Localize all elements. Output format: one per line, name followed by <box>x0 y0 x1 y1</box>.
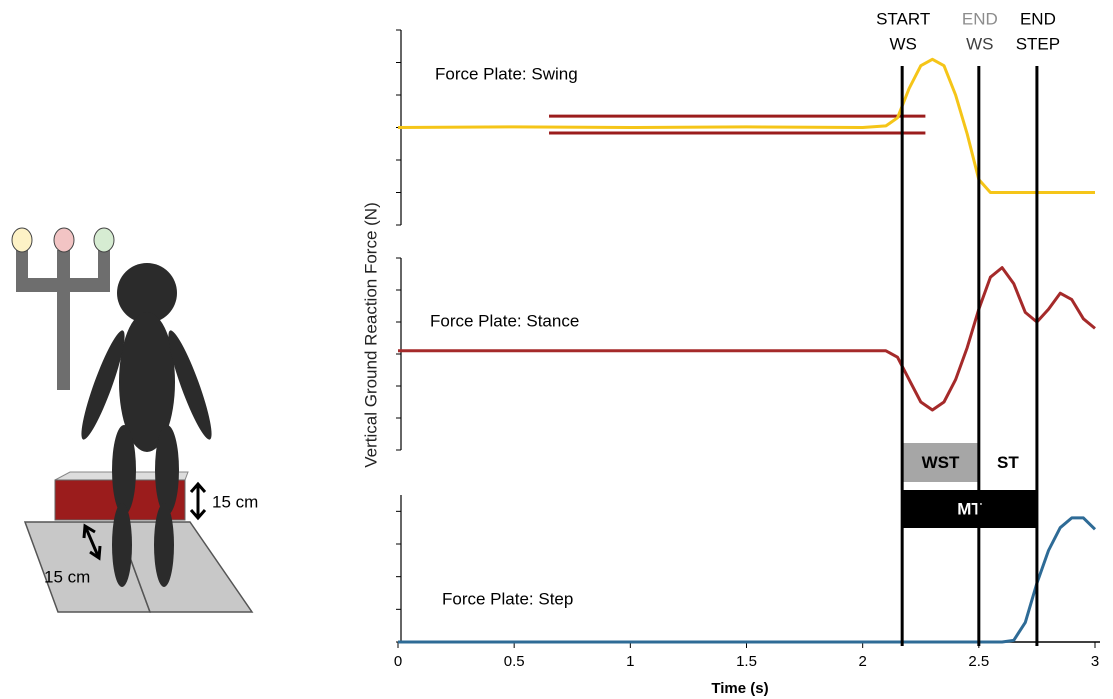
light-stem <box>57 250 70 390</box>
event-label: WS <box>889 34 916 53</box>
light <box>11 227 33 253</box>
dimension-label: 15 cm <box>212 492 258 511</box>
arrows <box>82 481 207 561</box>
event-label: WS <box>966 34 993 53</box>
x-tick-label: 2.5 <box>968 653 989 670</box>
event-label: END <box>962 9 998 28</box>
x-tick-label: 0 <box>394 653 402 670</box>
thigh <box>112 425 136 515</box>
torso <box>119 312 175 452</box>
y-axis-label: Vertical Ground Reaction Force (N) <box>361 202 380 468</box>
event-label: START <box>876 9 930 28</box>
shin <box>112 503 132 587</box>
interval-bar <box>978 443 1037 482</box>
interval-label: WST <box>922 453 960 472</box>
x-tick-label: 0.5 <box>504 653 525 670</box>
event-label: END <box>1020 9 1056 28</box>
shin <box>154 503 174 587</box>
panel-label: Force Plate: Swing <box>435 64 578 83</box>
head <box>117 263 177 323</box>
trace <box>398 516 1097 644</box>
trace <box>397 57 1095 194</box>
interval-label: MT <box>957 499 982 518</box>
interval-bar <box>902 443 979 482</box>
x-tick-label: 1.5 <box>736 653 757 670</box>
x-tick-label: 3 <box>1091 653 1099 670</box>
arm <box>168 330 212 440</box>
interval-bar <box>902 490 1037 528</box>
event-label: STEP <box>1016 34 1060 53</box>
x-tick-label: 2 <box>858 653 866 670</box>
thigh <box>155 425 179 515</box>
arm <box>81 330 125 440</box>
dimension-label: 15 cm <box>44 567 90 586</box>
x-tick-label: 1 <box>626 653 634 670</box>
plot: 0 0.5 1 1.5 2 2.5 3 Force Plate: Swing Force Pla… <box>394 9 1100 670</box>
panel-label: Force Plate: Stance <box>430 311 579 330</box>
light <box>93 227 115 253</box>
setup-diagram: 15 cm 15 cm <box>11 227 258 613</box>
interval-label: ST <box>997 453 1019 472</box>
x-axis-label: Time (s) <box>711 680 768 697</box>
light <box>53 227 75 253</box>
panel-label: Force Plate: Step <box>442 589 573 608</box>
trace <box>398 266 1096 412</box>
